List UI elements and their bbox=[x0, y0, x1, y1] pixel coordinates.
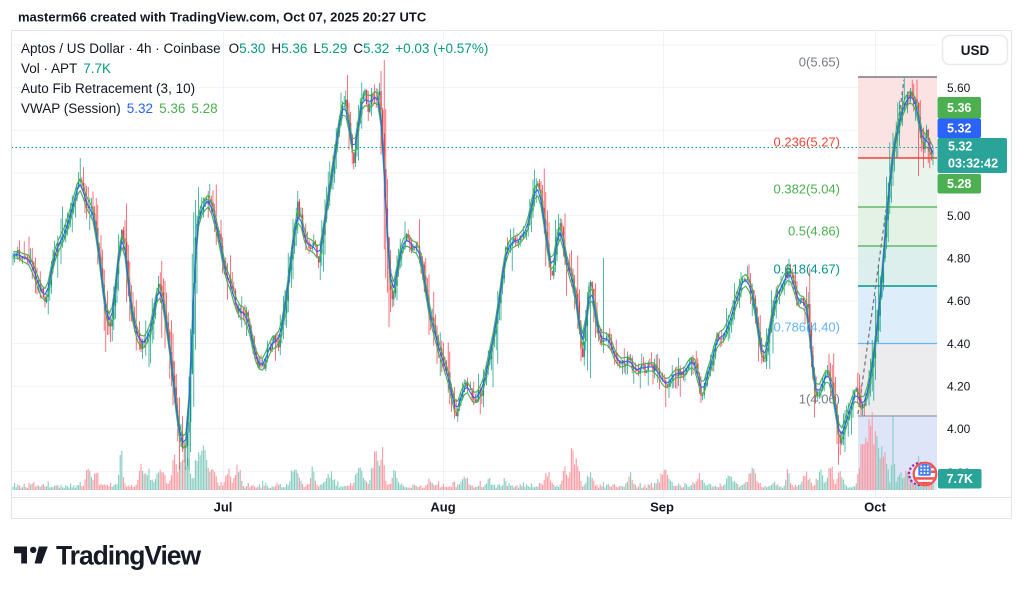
svg-text:5.00: 5.00 bbox=[947, 209, 971, 223]
svg-text:Sep: Sep bbox=[650, 500, 674, 515]
svg-text:5.60: 5.60 bbox=[947, 81, 971, 95]
svg-text:5.32: 5.32 bbox=[947, 121, 971, 135]
svg-text:0.382(5.04): 0.382(5.04) bbox=[774, 182, 841, 197]
svg-text:5.32: 5.32 bbox=[948, 140, 972, 154]
svg-text:5.36: 5.36 bbox=[947, 101, 971, 115]
svg-text:Aug: Aug bbox=[430, 500, 455, 515]
svg-text:Oct: Oct bbox=[864, 500, 886, 515]
svg-text:5.28: 5.28 bbox=[947, 177, 971, 191]
svg-text:7.7K: 7.7K bbox=[947, 472, 973, 486]
svg-text:4.40: 4.40 bbox=[947, 337, 971, 351]
svg-text:4.00: 4.00 bbox=[947, 422, 971, 436]
svg-text:0(5.65): 0(5.65) bbox=[799, 55, 840, 70]
svg-text:VWAP (Session)5.325.365.28: VWAP (Session) 5.32 5.36 5.28 bbox=[21, 101, 218, 116]
svg-text:4.60: 4.60 bbox=[947, 294, 971, 308]
svg-text:Aptos / US Dollar · 4h · Coinb: Aptos / US Dollar · 4h · Coinbase O5.30 H5… bbox=[21, 41, 488, 56]
svg-text:masterm66 created with Trading: masterm66 created with TradingView.com, … bbox=[18, 10, 427, 25]
svg-text:TradingView: TradingView bbox=[56, 540, 201, 570]
svg-text:4.20: 4.20 bbox=[947, 380, 971, 394]
svg-text:4.80: 4.80 bbox=[947, 252, 971, 266]
svg-text:03:32:42: 03:32:42 bbox=[948, 157, 998, 171]
svg-text:0.236(5.27): 0.236(5.27) bbox=[774, 135, 841, 150]
svg-text:0.786(4.40): 0.786(4.40) bbox=[774, 320, 841, 335]
svg-text:0.618(4.67): 0.618(4.67) bbox=[774, 262, 841, 277]
svg-text:USD: USD bbox=[961, 43, 990, 58]
svg-text:0.5(4.86): 0.5(4.86) bbox=[788, 224, 840, 239]
svg-text:Auto Fib Retracement (3, 10): Auto Fib Retracement (3, 10) bbox=[21, 81, 195, 96]
svg-text:1(4.06): 1(4.06) bbox=[799, 392, 840, 407]
svg-text:Jul: Jul bbox=[214, 500, 233, 515]
